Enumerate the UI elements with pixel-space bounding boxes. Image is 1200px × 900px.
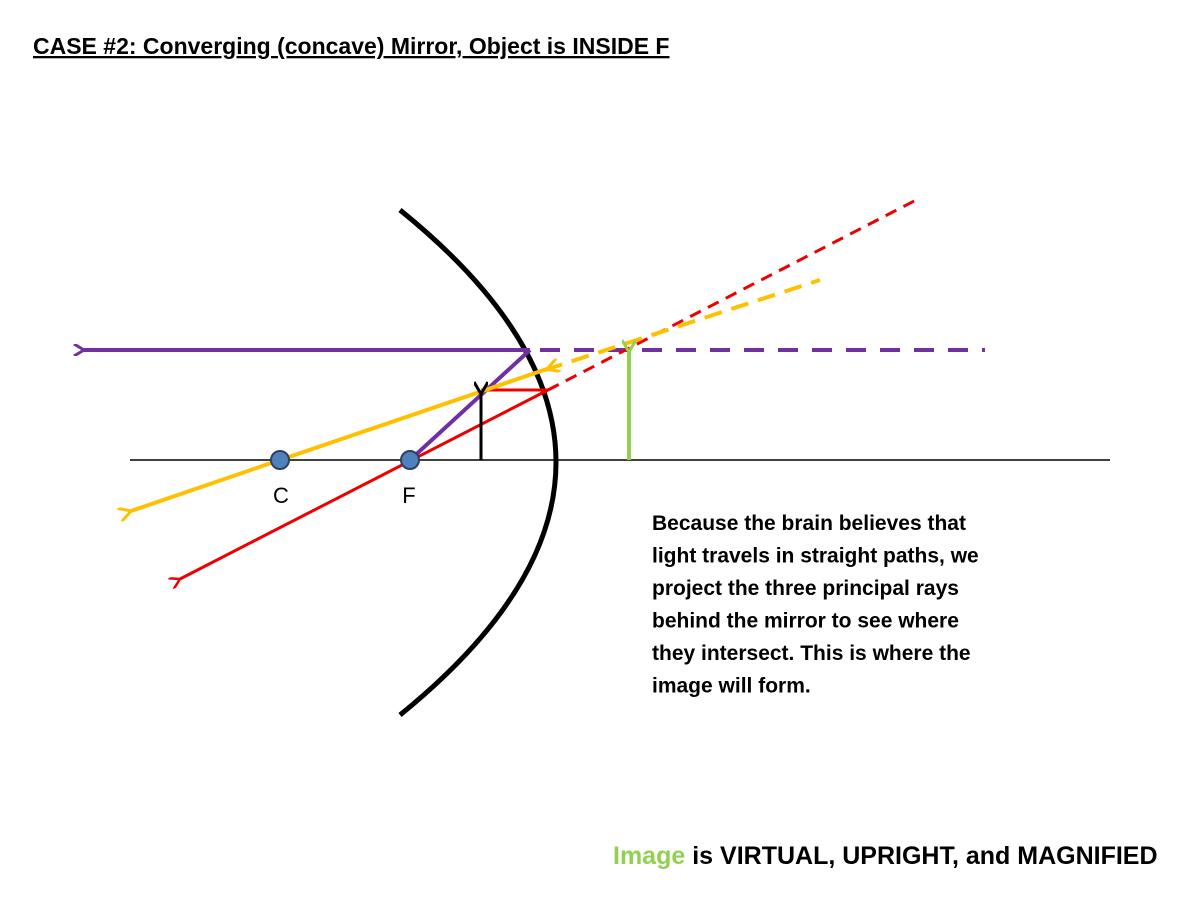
explanation: Because the brain believes that light tra… [652, 512, 979, 698]
center-point [270, 450, 290, 470]
explanation-line: behind the mirror to see where [652, 610, 959, 633]
focus-point [400, 450, 420, 470]
mirror [398, 208, 559, 717]
explanation-line: image will form. [652, 675, 811, 698]
focus-label: F [402, 483, 415, 508]
conclusion-text: is VIRTUAL, UPRIGHT, and MAGNIFIED [692, 842, 1157, 870]
red-projection [547, 196, 921, 392]
yellow-ray-out [131, 458, 281, 511]
explanation-line: light travels in straight paths, we [652, 545, 979, 568]
explanation-line: project the three principal rays [652, 577, 959, 600]
center-label: C [273, 483, 289, 508]
yellow-projection [544, 278, 821, 372]
title: CASE #2: Converging (concave) Mirror, Ob… [33, 33, 669, 59]
explanation-line: they intersect. This is where the [652, 642, 971, 665]
conclusion: Image is VIRTUAL, UPRIGHT, and MAGNIFIED [613, 842, 1158, 870]
purple-ray-in [408, 348, 532, 462]
conclusion-highlight: Image [613, 842, 685, 870]
explanation-line: Because the brain believes that [652, 512, 966, 535]
red-ray-out [180, 388, 549, 579]
yellow-ray-in [279, 369, 547, 462]
